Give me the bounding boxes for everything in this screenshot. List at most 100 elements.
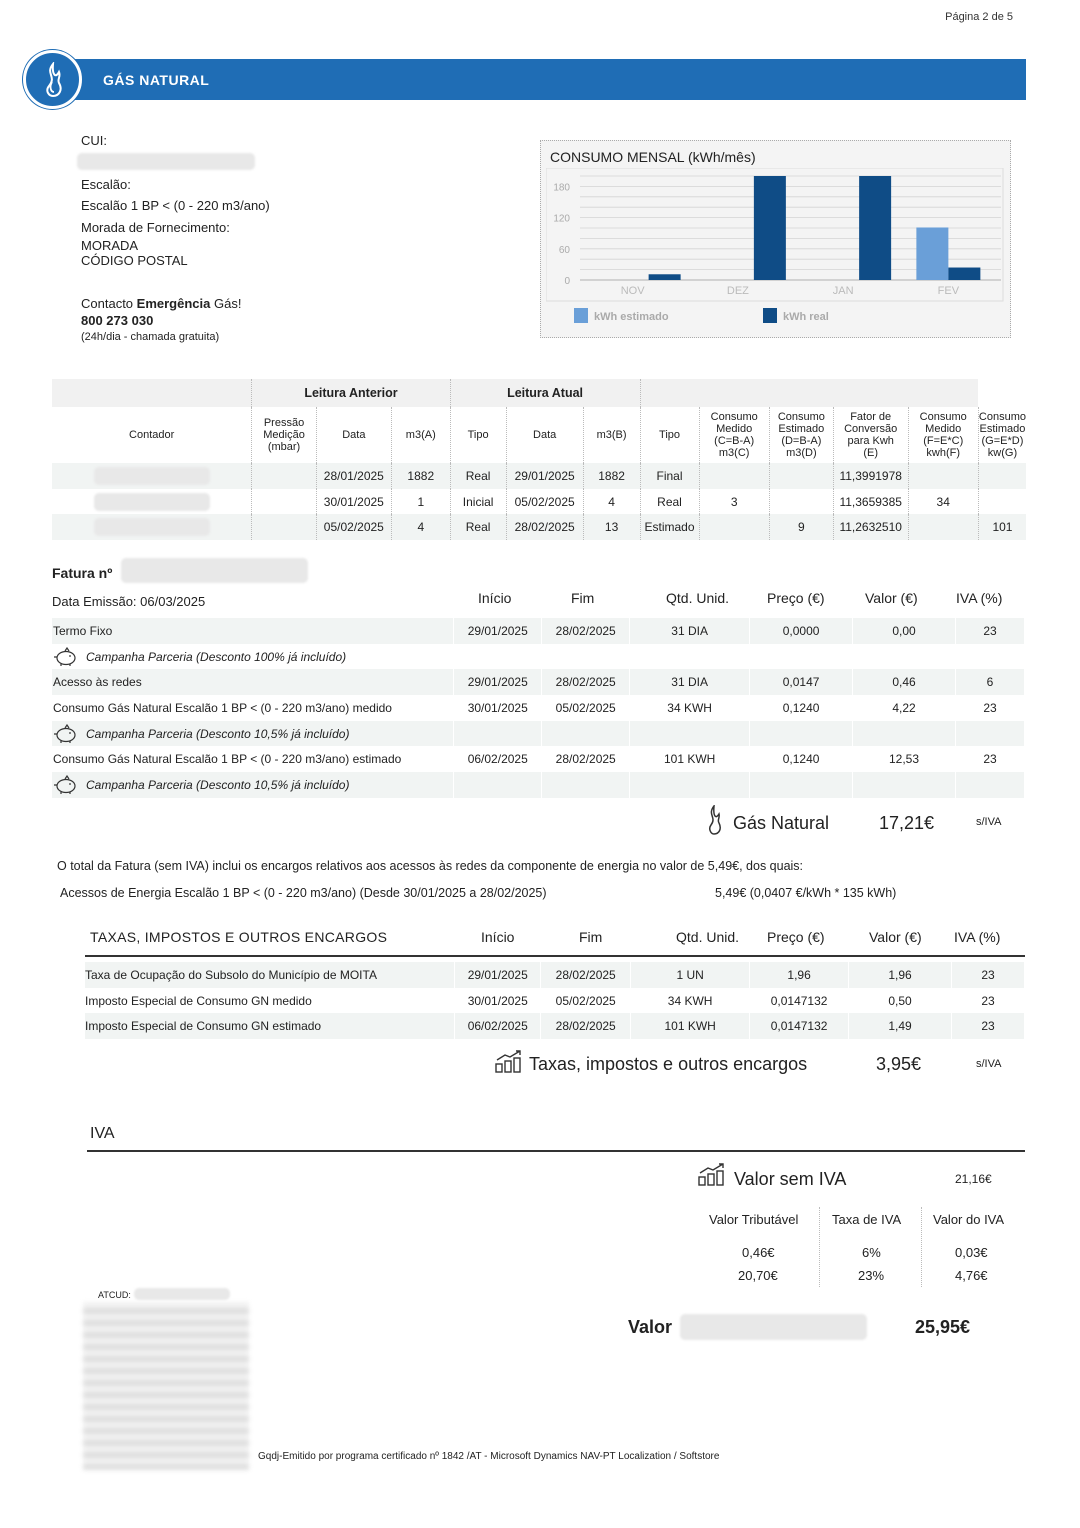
invoice-line: Acesso às redes 29/01/2025 28/02/2025 31 DI… [52,669,1026,696]
tax-col-valor: Valor (€) [869,929,922,945]
invoice-lines-table: Termo Fixo 29/01/2025 28/02/2025 31 DIA 0,00… [52,618,1026,798]
col-valor: Valor (€) [865,590,918,606]
tax-line: Taxa de Ocupação do Subsolo do Município… [85,962,1025,988]
morada-line1: MORADA [81,238,139,253]
escalao-label: Escalão: [81,177,131,192]
phone-note: (24h/dia - chamada gratuita) [81,331,220,343]
iva-divider [87,1150,1025,1152]
y-tick-label: 120 [553,214,570,225]
invoice-line: Termo Fixo 29/01/2025 28/02/2025 31 DIA 0,00… [52,618,1026,644]
contact-suffix: Gás! [210,296,242,311]
morada-line2: CÓDIGO POSTAL [81,253,188,268]
taxes-total-label: Taxas, impostos e outros encargos [529,1054,808,1074]
campaign-line: Campanha Parceria (Desconto 10,5% já inc… [52,720,1026,747]
atcud-redacted [134,1288,230,1300]
col-inicio: Início [478,590,512,606]
chart-growth-icon [495,1050,521,1073]
iva-col-valor: Valor do IVA [933,1212,1005,1227]
note-acessos-value: 5,49€ (0,0407 €/kWh * 135 kWh) [715,886,897,900]
iva-trib-1: 0,46€ [742,1245,775,1260]
col-qtd: Qtd. Unid. [666,590,730,606]
tax-col-iva: IVA (%) [954,929,1001,945]
reading-row: 28/01/2025 1882 Real 29/01/2025 1882 Final 1… [52,463,1026,489]
legend-swatch [763,308,777,323]
valor-sem-iva-value: 21,16€ [955,1172,992,1186]
tax-col-preco: Preço (€) [767,929,825,945]
gas-total-value: 17,21€ [879,813,935,833]
iva-taxa-2: 23% [858,1268,885,1283]
x-tick-label: FEV [938,285,960,297]
escalao-value: Escalão 1 BP < (0 - 220 m3/ano) [81,198,270,213]
piggy-bank-icon [54,775,76,795]
chart-growth-icon [698,1163,724,1186]
gas-flame-small-icon [709,805,721,835]
hdr-cons-medido: Consumo Medido (C=B-A) m3(C) [699,407,770,463]
readings-table: Leitura Anterior Leitura Atual Contador … [52,379,1026,541]
contact-bold: Emergência [136,296,211,311]
col-iva: IVA (%) [956,590,1003,606]
tax-col-inicio: Início [481,929,515,945]
gas-total-siva: s/IVA [976,816,1002,828]
cui-label: CUI: [81,133,107,148]
taxes-total-siva: s/IVA [976,1058,1002,1070]
x-tick-label: NOV [621,285,646,297]
consumption-chart: 0 60 120 180 NOV DEZ JAN FEV kWh estimado kWh r… [546,168,1004,323]
note-acessos: Acessos de Energia Escalão 1 BP < (0 - 2… [60,886,547,900]
iva-valor-1: 0,03€ [955,1245,988,1260]
bar-kwh-real-fev [948,267,981,280]
note-total: O total da Fatura (sem IVA) inclui os en… [57,859,804,873]
tax-col-qtd: Qtd. Unid. [676,929,740,945]
bar-kwh-real-nov [648,274,681,280]
hdr-fator: Fator de Conversão para Kwh (E) [833,407,909,463]
invoice-line: Consumo Gás Natural Escalão 1 BP < (0 - … [52,695,1026,721]
group-anterior: Leitura Anterior [251,379,451,407]
cui-redacted [77,153,255,170]
iva-valor-2: 4,76€ [955,1268,988,1283]
chart-title: CONSUMO MENSAL (kWh/mês) [550,149,756,165]
legend-label: kWh estimado [594,311,669,323]
bar-kwh-real-jan [859,176,892,280]
gas-flame-icon [23,50,82,109]
contact-prefix: Contacto [81,296,137,311]
valor-label: Valor [628,1317,673,1337]
iva-separator [819,1207,820,1287]
morada-label: Morada de Fornecimento: [81,220,230,235]
hdr-tipo-at: Tipo [640,407,700,463]
hdr-cons-estimado-kwh: Consumo Estimado (G=E*D) kw(G) [978,411,1026,459]
fatura-label: Fatura nº [52,565,113,581]
qr-code [83,1302,249,1470]
y-tick-label: 0 [564,276,570,287]
col-fim: Fim [571,590,595,606]
bar-kwh-estimado-fev [916,227,949,280]
section-banner [52,59,1026,100]
banner-title: GÁS NATURAL [103,72,210,88]
valor-sem-iva-label: Valor sem IVA [734,1169,847,1189]
y-tick-label: 60 [559,245,571,256]
piggy-bank-icon [54,646,76,666]
taxes-table: Taxa de Ocupação do Subsolo do Município… [85,962,1025,1040]
fatura-number-redacted [121,558,308,583]
reading-row: 05/02/2025 4 Real 28/02/2025 13 Estimado 9 11… [52,514,1026,541]
valor-ref-redacted [680,1314,867,1340]
piggy-bank-icon [54,723,76,743]
certification-note: Gqdj-Emitido por programa certificado nº… [258,1451,720,1462]
iva-taxa-1: 6% [862,1245,881,1260]
tax-line: Imposto Especial de Consumo GN estimado 0… [85,1013,1025,1040]
bar-kwh-real-dez [753,176,786,280]
gas-total-label: Gás Natural [733,813,830,833]
invoice-line: Consumo Gás Natural Escalão 1 BP < (0 - … [52,746,1026,773]
data-emissao: Data Emissão: 06/03/2025 [52,594,206,609]
hdr-m3a: m3(A) [391,407,451,463]
emergency-contact: Contacto Emergência Gás! [81,296,241,311]
reading-row: 30/01/2025 1 Inicial 05/02/2025 4 Real 3 11,3… [52,488,1026,515]
iva-title: IVA [90,1125,115,1142]
emergency-phone: 800 273 030 [81,313,154,328]
iva-separator [921,1207,922,1287]
valor-total: 25,95€ [915,1317,971,1337]
page-number: Página 2 de 5 [945,11,1013,23]
hdr-tipo-ant: Tipo [450,407,507,463]
hdr-pressao: Pressão Medição (mbar) [251,407,317,463]
hdr-data-at: Data [506,407,584,463]
group-atual: Leitura Atual [450,379,641,407]
col-preco: Preço (€) [767,590,825,606]
